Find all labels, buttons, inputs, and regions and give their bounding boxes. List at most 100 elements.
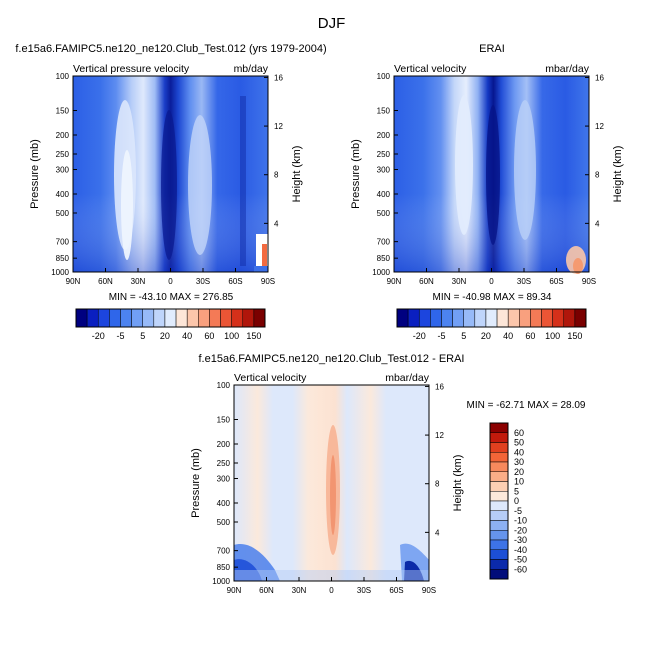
panel-2-y-axis: 100 150 200 250 300 400 500 700 850 1000 4 8 12 16 bbox=[372, 72, 604, 277]
latitude-tick-label: 60S bbox=[228, 277, 242, 286]
panel-2-stats: MIN = -40.98 MAX = 89.34 bbox=[433, 292, 552, 303]
colorbar-label: 40 bbox=[514, 447, 524, 457]
latitude-tick-label: 90S bbox=[261, 277, 275, 286]
colorbar-swatch bbox=[574, 308, 587, 328]
colorbar-swatch bbox=[489, 500, 509, 511]
colorbar-swatch bbox=[489, 491, 509, 502]
colorbar-swatch bbox=[97, 308, 110, 328]
pressure-tick-label: 850 bbox=[217, 563, 231, 572]
colorbar-swatch bbox=[485, 308, 498, 328]
colorbar-label: 40 bbox=[182, 331, 192, 341]
colorbar-label: 60 bbox=[514, 428, 524, 438]
colorbar-swatch bbox=[489, 442, 509, 453]
colorbar-frame bbox=[396, 308, 587, 328]
panel-3-variable-label: Vertical velocity bbox=[234, 372, 307, 384]
pressure-tick-label: 500 bbox=[56, 209, 70, 218]
colorbar-label: 5 bbox=[140, 331, 145, 341]
colorbar-label: 0 bbox=[514, 496, 519, 506]
pressure-tick-label: 300 bbox=[56, 166, 70, 175]
panel-3-field bbox=[234, 385, 429, 581]
colorbar-swatch bbox=[463, 308, 476, 328]
colorbar-1: -20 -5 5 20 40 60 100 150 bbox=[75, 308, 266, 341]
colorbar-label: 20 bbox=[481, 331, 491, 341]
colorbar-swatch bbox=[407, 308, 420, 328]
panel-1-stats: MIN = -43.10 MAX = 276.85 bbox=[109, 292, 234, 303]
colorbar-label: -40 bbox=[514, 545, 527, 555]
figure-title: DJF bbox=[318, 15, 346, 32]
colorbar-label: 10 bbox=[514, 477, 524, 487]
pressure-tick-label: 100 bbox=[377, 72, 391, 81]
pressure-tick-label: 500 bbox=[217, 518, 231, 527]
panel-3-y-axis: 100 150 200 250 300 400 500 700 850 1000 4 8 12 16 bbox=[212, 381, 444, 586]
colorbar-swatch bbox=[209, 308, 221, 328]
colorbar-frame bbox=[489, 422, 509, 580]
pressure-tick-label: 1000 bbox=[372, 268, 390, 277]
colorbar-swatch bbox=[164, 308, 177, 328]
colorbar-swatch bbox=[489, 569, 509, 580]
panel-3-stats: MIN = -62.71 MAX = 28.09 bbox=[467, 400, 586, 411]
colorbar-swatch bbox=[231, 308, 244, 328]
pressure-tick-label: 150 bbox=[56, 107, 70, 116]
panel-1-title: f.e15a6.FAMIPC5.ne120_ne120.Club_Test.01… bbox=[15, 43, 326, 55]
colorbar-swatch bbox=[452, 308, 464, 328]
latitude-tick-label: 90N bbox=[227, 586, 242, 595]
latitude-tick-label: 30S bbox=[517, 277, 531, 286]
pressure-tick-label: 500 bbox=[377, 209, 391, 218]
colorbar-swatch bbox=[430, 308, 442, 328]
panel-1-units-label: mb/day bbox=[234, 63, 269, 75]
colorbar-label: -5 bbox=[116, 331, 124, 341]
height-tick-label: 16 bbox=[595, 73, 604, 82]
height-tick-label: 8 bbox=[595, 171, 600, 180]
latitude-tick-label: 90S bbox=[582, 277, 596, 286]
panel-1-x-axis: 90N 60N 30N 0 30S 60S 90S bbox=[66, 268, 275, 286]
colorbar-swatch bbox=[489, 530, 509, 541]
panel-3-units-label: mbar/day bbox=[385, 372, 430, 384]
colorbar-frame bbox=[75, 308, 266, 328]
pressure-tick-label: 100 bbox=[56, 72, 70, 81]
colorbar-swatch bbox=[519, 308, 531, 328]
pressure-tick-label: 200 bbox=[377, 131, 391, 140]
colorbar-swatch bbox=[541, 308, 553, 328]
panel-2-units-label: mbar/day bbox=[545, 63, 590, 75]
colorbar-label: 30 bbox=[514, 457, 524, 467]
panel-2-x-axis: 90N 60N 30N 0 30S 60S 90S bbox=[387, 268, 596, 286]
height-tick-label: 4 bbox=[435, 528, 440, 537]
colorbar-swatch bbox=[186, 308, 199, 328]
pressure-tick-label: 150 bbox=[217, 416, 231, 425]
colorbar-2: -20 -5 5 20 40 60 100 150 bbox=[396, 308, 587, 341]
latitude-tick-label: 30S bbox=[196, 277, 210, 286]
latitude-tick-label: 60S bbox=[549, 277, 563, 286]
colorbar-swatch bbox=[496, 308, 509, 328]
colorbar-label: 50 bbox=[514, 438, 524, 448]
pressure-tick-label: 850 bbox=[377, 254, 391, 263]
pressure-tick-label: 250 bbox=[217, 459, 231, 468]
latitude-tick-label: 30N bbox=[292, 586, 307, 595]
colorbar-label: 5 bbox=[514, 486, 519, 496]
panel-2-pressure-label: Pressure (mb) bbox=[350, 139, 362, 209]
panel-1: f.e15a6.FAMIPC5.ne120_ne120.Club_Test.01… bbox=[15, 43, 326, 303]
colorbar-swatch bbox=[489, 510, 509, 521]
panel-3-x-axis: 90N 60N 30N 0 30S 60S 90S bbox=[227, 577, 436, 595]
latitude-tick-label: 0 bbox=[329, 586, 334, 595]
height-tick-label: 12 bbox=[435, 431, 444, 440]
pressure-tick-label: 250 bbox=[56, 150, 70, 159]
colorbar-label: 150 bbox=[246, 331, 261, 341]
colorbar-label: -20 bbox=[413, 331, 426, 341]
pressure-tick-label: 700 bbox=[217, 547, 231, 556]
colorbar-label: 150 bbox=[567, 331, 582, 341]
colorbar-label: -20 bbox=[92, 331, 105, 341]
colorbar-swatch bbox=[489, 471, 509, 482]
colorbar-swatch bbox=[198, 308, 210, 328]
colorbar-swatch bbox=[489, 539, 509, 550]
colorbar-label: -10 bbox=[514, 516, 527, 526]
panel-2-variable-label: Vertical velocity bbox=[394, 63, 467, 75]
latitude-tick-label: 60N bbox=[419, 277, 434, 286]
latitude-tick-label: 0 bbox=[489, 277, 494, 286]
panel-2-title: ERAI bbox=[479, 43, 505, 55]
panel-1-pressure-label: Pressure (mb) bbox=[29, 139, 41, 209]
pressure-tick-label: 400 bbox=[56, 190, 70, 199]
colorbar-swatch bbox=[489, 422, 509, 433]
pressure-tick-label: 1000 bbox=[51, 268, 69, 277]
